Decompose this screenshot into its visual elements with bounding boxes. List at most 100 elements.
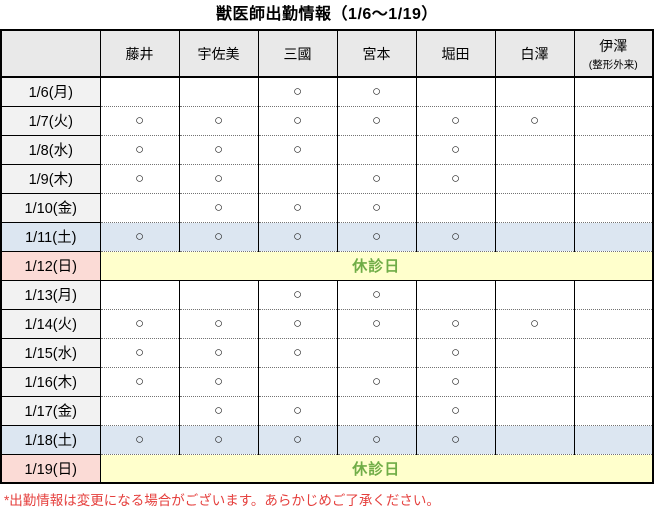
schedule-row-1-9: 1/9(木) ○ ○ ○ ○	[1, 163, 653, 193]
closed-day-cell: 休診日	[99, 453, 653, 484]
footnote-disclaimer: *出勤情報は変更になる場合がございます。あらかじめご了承ください。	[4, 493, 440, 508]
attendance-cell	[494, 163, 574, 193]
attendance-cell	[573, 279, 653, 309]
attendance-cell: ○	[178, 366, 258, 396]
date-cell: 1/17(金)	[1, 395, 100, 425]
attendance-cell	[336, 134, 416, 164]
attendance-cell: ○	[336, 163, 416, 193]
attendance-cell: ○	[178, 395, 258, 425]
attendance-cell: ○	[99, 163, 179, 193]
date-cell: 1/10(金)	[1, 192, 100, 222]
attendance-cell	[99, 76, 179, 106]
attendance-cell: ○	[336, 192, 416, 222]
schedule-row-1-15: 1/15(水) ○ ○ ○ ○	[1, 337, 653, 367]
attendance-cell: ○	[415, 308, 495, 338]
attendance-cell: ○	[336, 366, 416, 396]
attendance-cell: ○	[336, 279, 416, 309]
header-vet-usami: 宇佐美	[178, 30, 258, 78]
closed-day-cell: 休診日	[99, 250, 653, 281]
attendance-cell: ○	[257, 308, 337, 338]
attendance-cell: ○	[178, 308, 258, 338]
attendance-cell: ○	[257, 76, 337, 106]
attendance-cell	[573, 76, 653, 106]
date-cell: 1/11(土)	[1, 221, 100, 251]
attendance-cell	[573, 337, 653, 367]
attendance-cell: ○	[415, 134, 495, 164]
date-cell: 1/8(水)	[1, 134, 100, 164]
attendance-cell: ○	[99, 308, 179, 338]
schedule-row-1-18-saturday: 1/18(土) ○ ○ ○ ○ ○	[1, 424, 653, 454]
attendance-cell	[494, 424, 574, 454]
attendance-cell: ○	[178, 221, 258, 251]
attendance-cell	[494, 134, 574, 164]
attendance-cell	[494, 221, 574, 251]
attendance-cell: ○	[178, 424, 258, 454]
schedule-row-1-6: 1/6(月) ○ ○	[1, 76, 653, 106]
attendance-cell	[494, 192, 574, 222]
attendance-cell: ○	[99, 105, 179, 135]
attendance-cell: ○	[178, 192, 258, 222]
attendance-cell	[99, 279, 179, 309]
attendance-cell: ○	[178, 163, 258, 193]
attendance-cell	[573, 163, 653, 193]
attendance-cell: ○	[257, 105, 337, 135]
attendance-cell	[494, 279, 574, 309]
attendance-cell	[573, 192, 653, 222]
header-vet-shirasawa: 白澤	[494, 30, 574, 78]
schedule-row-1-12-sunday: 1/12(日) 休診日	[1, 250, 653, 281]
attendance-cell: ○	[415, 221, 495, 251]
attendance-cell	[573, 134, 653, 164]
attendance-cell	[178, 279, 258, 309]
attendance-cell	[257, 163, 337, 193]
attendance-cell	[494, 395, 574, 425]
attendance-cell	[415, 192, 495, 222]
date-cell: 1/18(土)	[1, 424, 100, 454]
attendance-cell: ○	[336, 76, 416, 106]
schedule-row-1-11-saturday: 1/11(土) ○ ○ ○ ○ ○	[1, 221, 653, 251]
date-cell: 1/9(木)	[1, 163, 100, 193]
attendance-cell: ○	[257, 424, 337, 454]
attendance-cell: ○	[415, 105, 495, 135]
attendance-cell	[494, 76, 574, 106]
schedule-row-1-19-sunday: 1/19(日) 休診日	[1, 453, 653, 484]
attendance-cell	[573, 395, 653, 425]
attendance-cell: ○	[336, 105, 416, 135]
attendance-cell: ○	[99, 366, 179, 396]
date-cell: 1/7(火)	[1, 105, 100, 135]
attendance-cell: ○	[257, 192, 337, 222]
attendance-cell	[99, 192, 179, 222]
header-corner-cell	[1, 30, 100, 78]
schedule-row-1-8: 1/8(水) ○ ○ ○ ○	[1, 134, 653, 164]
attendance-cell: ○	[336, 221, 416, 251]
attendance-cell	[336, 337, 416, 367]
date-cell: 1/16(木)	[1, 366, 100, 396]
attendance-cell	[178, 76, 258, 106]
attendance-cell: ○	[415, 424, 495, 454]
schedule-row-1-7: 1/7(火) ○ ○ ○ ○ ○ ○	[1, 105, 653, 135]
attendance-cell: ○	[415, 337, 495, 367]
header-vet-fujii: 藤井	[99, 30, 179, 78]
vet-name: 伊澤	[599, 37, 628, 54]
date-cell: 1/12(日)	[1, 250, 100, 280]
date-cell: 1/15(水)	[1, 337, 100, 367]
attendance-cell: ○	[257, 279, 337, 309]
attendance-cell: ○	[178, 134, 258, 164]
vet-specialty-note: (整形外来)	[588, 58, 638, 71]
attendance-cell	[494, 366, 574, 396]
schedule-row-1-17: 1/17(金) ○ ○ ○	[1, 395, 653, 425]
attendance-cell: ○	[257, 221, 337, 251]
attendance-cell	[573, 424, 653, 454]
attendance-cell	[336, 395, 416, 425]
attendance-cell	[415, 76, 495, 106]
date-cell: 1/13(月)	[1, 279, 100, 309]
attendance-cell	[415, 279, 495, 309]
attendance-cell: ○	[257, 337, 337, 367]
attendance-cell	[494, 337, 574, 367]
attendance-cell: ○	[336, 424, 416, 454]
attendance-cell: ○	[99, 337, 179, 367]
date-cell: 1/6(月)	[1, 76, 100, 106]
schedule-row-1-10: 1/10(金) ○ ○ ○	[1, 192, 653, 222]
attendance-cell: ○	[336, 308, 416, 338]
attendance-cell: ○	[178, 337, 258, 367]
header-row: 藤井 宇佐美 三國 宮本 堀田 白澤 伊澤 (整形外来)	[1, 30, 653, 78]
